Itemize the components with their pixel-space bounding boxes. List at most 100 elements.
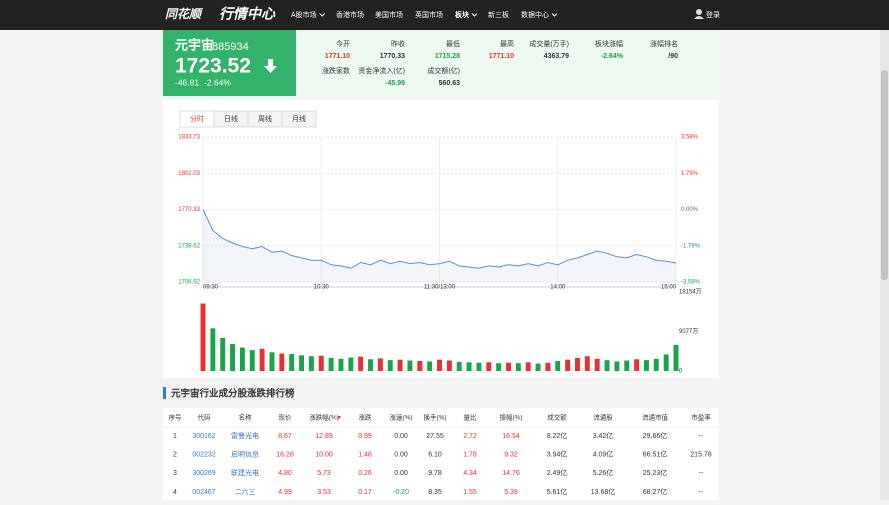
nav-item[interactable]: A股市场 xyxy=(291,10,317,19)
volume-bar xyxy=(230,344,236,371)
table-cell: 215.78 xyxy=(690,452,712,459)
volume-bar xyxy=(584,356,590,371)
nav-item[interactable]: 新三板 xyxy=(488,10,509,19)
table-cell[interactable]: 300162 xyxy=(192,433,215,440)
stat-label: 涨幅排名 xyxy=(650,39,678,48)
scroll-thumb[interactable] xyxy=(881,70,888,280)
volume-bar xyxy=(377,358,383,371)
table-title: 元宇宙行业成分股涨跌排行榜 xyxy=(171,388,295,400)
table-cell[interactable]: 002232 xyxy=(192,452,215,459)
tab-label[interactable]: 周线 xyxy=(258,114,272,123)
table-header[interactable]: 现价 xyxy=(279,414,293,422)
table-cell[interactable]: 雷曼光电 xyxy=(231,431,259,440)
nav-item[interactable]: 英国市场 xyxy=(415,10,443,19)
table-cell[interactable]: 启明信息 xyxy=(231,450,259,459)
stat-label: 成交额(亿) xyxy=(427,66,460,75)
stat-value: 1770.33 xyxy=(380,53,405,60)
table-cell: 16.28 xyxy=(276,452,294,459)
table-cell: 9.78 xyxy=(428,470,442,477)
volume-bar xyxy=(387,360,393,371)
table-header[interactable]: 振幅(%) xyxy=(499,413,522,422)
volume-bar xyxy=(200,303,206,371)
x-tick-label: 09:30 xyxy=(203,285,219,291)
table-header[interactable]: 涨速(%) xyxy=(389,413,412,422)
table-cell: 4.80 xyxy=(278,470,292,477)
table-cell: 5.39 xyxy=(504,489,518,496)
title-marker xyxy=(163,387,166,399)
login[interactable]: 登录 xyxy=(706,10,720,19)
stat-value: 4363.79 xyxy=(544,53,569,60)
volume-bar xyxy=(417,360,423,371)
nav-item[interactable]: 板块 xyxy=(455,10,470,19)
table-cell: 1.48 xyxy=(358,452,372,459)
tab-label[interactable]: 月线 xyxy=(292,114,306,123)
table-cell: 0.17 xyxy=(358,489,372,496)
volume-bar xyxy=(210,328,216,371)
volume-bar xyxy=(545,362,551,371)
table-header[interactable]: 涨跌 xyxy=(359,413,373,422)
table-cell[interactable]: 联建光电 xyxy=(231,468,259,477)
tab[interactable] xyxy=(281,110,317,128)
volume-bar xyxy=(604,360,610,371)
table-cell: 3.94亿 xyxy=(547,450,568,459)
volume-bar xyxy=(259,348,265,371)
stat-label: 板块涨幅 xyxy=(595,39,623,48)
stat-label: 资金净流入(亿) xyxy=(358,66,405,75)
volume-bar xyxy=(525,362,531,371)
table-cell: -- xyxy=(699,489,704,496)
table-cell: 66.51亿 xyxy=(643,450,668,459)
table-cell: -- xyxy=(699,470,704,477)
table-header[interactable]: 流通股 xyxy=(593,413,613,422)
tab-label[interactable]: 日线 xyxy=(224,114,238,123)
stat-label: 最低 xyxy=(446,39,460,48)
table-cell[interactable]: 300269 xyxy=(192,470,215,477)
table-cell: -- xyxy=(699,433,704,440)
volume-bar xyxy=(673,344,679,371)
table-cell: 10.00 xyxy=(315,452,333,459)
volume-bar xyxy=(653,358,659,371)
table-header[interactable]: 涨跌幅(%) xyxy=(309,413,339,422)
volume-bar xyxy=(427,361,433,371)
y2-tick-label: 3.58% xyxy=(681,135,699,141)
table-cell: 29.66亿 xyxy=(643,431,668,440)
x-tick-label: 14:00 xyxy=(550,285,566,291)
volume-bar xyxy=(318,355,324,371)
volume-bar xyxy=(299,355,305,371)
table-header[interactable]: 换手(%) xyxy=(423,413,446,422)
volume-bar xyxy=(555,360,561,371)
table-header[interactable]: 成交额 xyxy=(547,413,567,422)
volume-bar xyxy=(328,357,334,371)
price: 1723.52 xyxy=(175,55,251,78)
sort-arrow xyxy=(337,416,341,419)
logo-brand[interactable]: 同花顺 xyxy=(165,7,204,21)
table-cell: 12.89 xyxy=(315,433,333,440)
table-header[interactable]: 量比 xyxy=(464,413,478,422)
index-code: 885934 xyxy=(212,41,249,53)
volume-bar xyxy=(348,357,354,371)
table-header[interactable]: 市盈率 xyxy=(691,413,711,422)
price-area xyxy=(203,209,676,282)
table-cell[interactable]: 002467 xyxy=(192,489,215,496)
volume-bar xyxy=(220,337,226,371)
volume-bar xyxy=(446,360,452,371)
volume-bar xyxy=(614,361,620,371)
table-header[interactable]: 流通市值 xyxy=(642,413,669,422)
nav-item[interactable]: 香港市场 xyxy=(336,10,364,19)
nav-item[interactable]: 美国市场 xyxy=(375,10,403,19)
x-tick-label: 11:30/13:00 xyxy=(424,285,456,291)
volume-bar xyxy=(239,347,245,371)
nav-item[interactable]: 数据中心 xyxy=(521,10,549,19)
table-cell: 8.35 xyxy=(428,489,442,496)
tab-label[interactable]: 分时 xyxy=(190,114,204,123)
table-cell: 2.49亿 xyxy=(547,468,568,477)
table-cell[interactable]: 二六三 xyxy=(235,487,256,496)
table-cell: 0.00 xyxy=(394,433,408,440)
table-cell: 4.34 xyxy=(463,470,477,477)
down-arrow xyxy=(264,59,277,73)
table-cell: 8.67 xyxy=(278,433,292,440)
volume-bar xyxy=(338,358,344,371)
y2-tick-label: -3.58% xyxy=(681,280,701,286)
table-header: 代码 xyxy=(198,413,212,422)
volume-bar xyxy=(249,350,255,371)
